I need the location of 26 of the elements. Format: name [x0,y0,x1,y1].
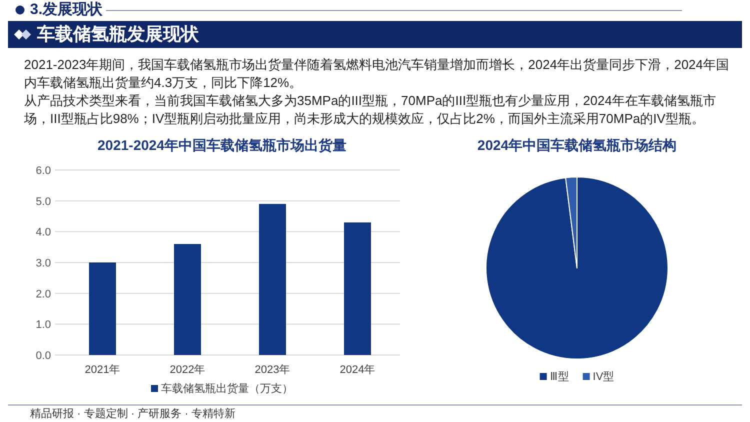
x-tick-label: 2024年 [340,364,376,376]
pie-slice [486,176,668,360]
y-tick-label: 4.0 [36,226,51,239]
legend-label: Ⅲ型 [550,371,569,383]
x-tick-label: 2023年 [254,364,290,376]
text: 3.发展现状 [30,1,103,19]
y-tick-label: 1.0 [36,319,51,332]
legend-label: 车载储氢瓶出货量（万支） [161,382,293,395]
legend-label: IV型 [592,371,614,383]
y-tick-label: 0.0 [36,350,51,362]
y-tick-label: 2.0 [36,288,51,300]
bar [344,222,371,355]
x-tick-label: 2022年 [170,364,206,376]
bar [89,262,116,355]
x-tick-label: 2021年 [84,364,120,376]
y-tick-label: 5.0 [36,196,51,208]
text: 车载储氢瓶发展现状 [37,23,199,45]
text: 从产品技术类型来看，当前我国车载储氢大多为35MPa的III型瓶，70MPa的III型瓶也有少量应用，2024年在车载储氢瓶市场，III型瓶占比98%；IV型瓶刚启动批量应用，尚未形成大的规模效应，仅占比2%，而国外主流采用70MPa的IV型瓶。 [24,92,717,128]
text: 精品研报 · 专题定制 · 产研服务 · 专精特新 [30,407,236,421]
y-tick-label: 6.0 [36,165,51,177]
bar [259,204,286,355]
chart-title: 2024年中国车载储氢瓶市场结构 [477,137,677,153]
chart-title: 2021-2024年中国车载储氢瓶市场出货量 [98,137,346,153]
text: 2021-2023年期间，我国车载储氢瓶市场出货量伴随着氢燃料电池汽车销量增加而增长，2024年出货量同步下滑，2024年国内车载储氢瓶出货量约4.3万支，同比下降12%。 [24,56,730,92]
bar [174,244,201,355]
y-tick-label: 3.0 [36,258,51,270]
